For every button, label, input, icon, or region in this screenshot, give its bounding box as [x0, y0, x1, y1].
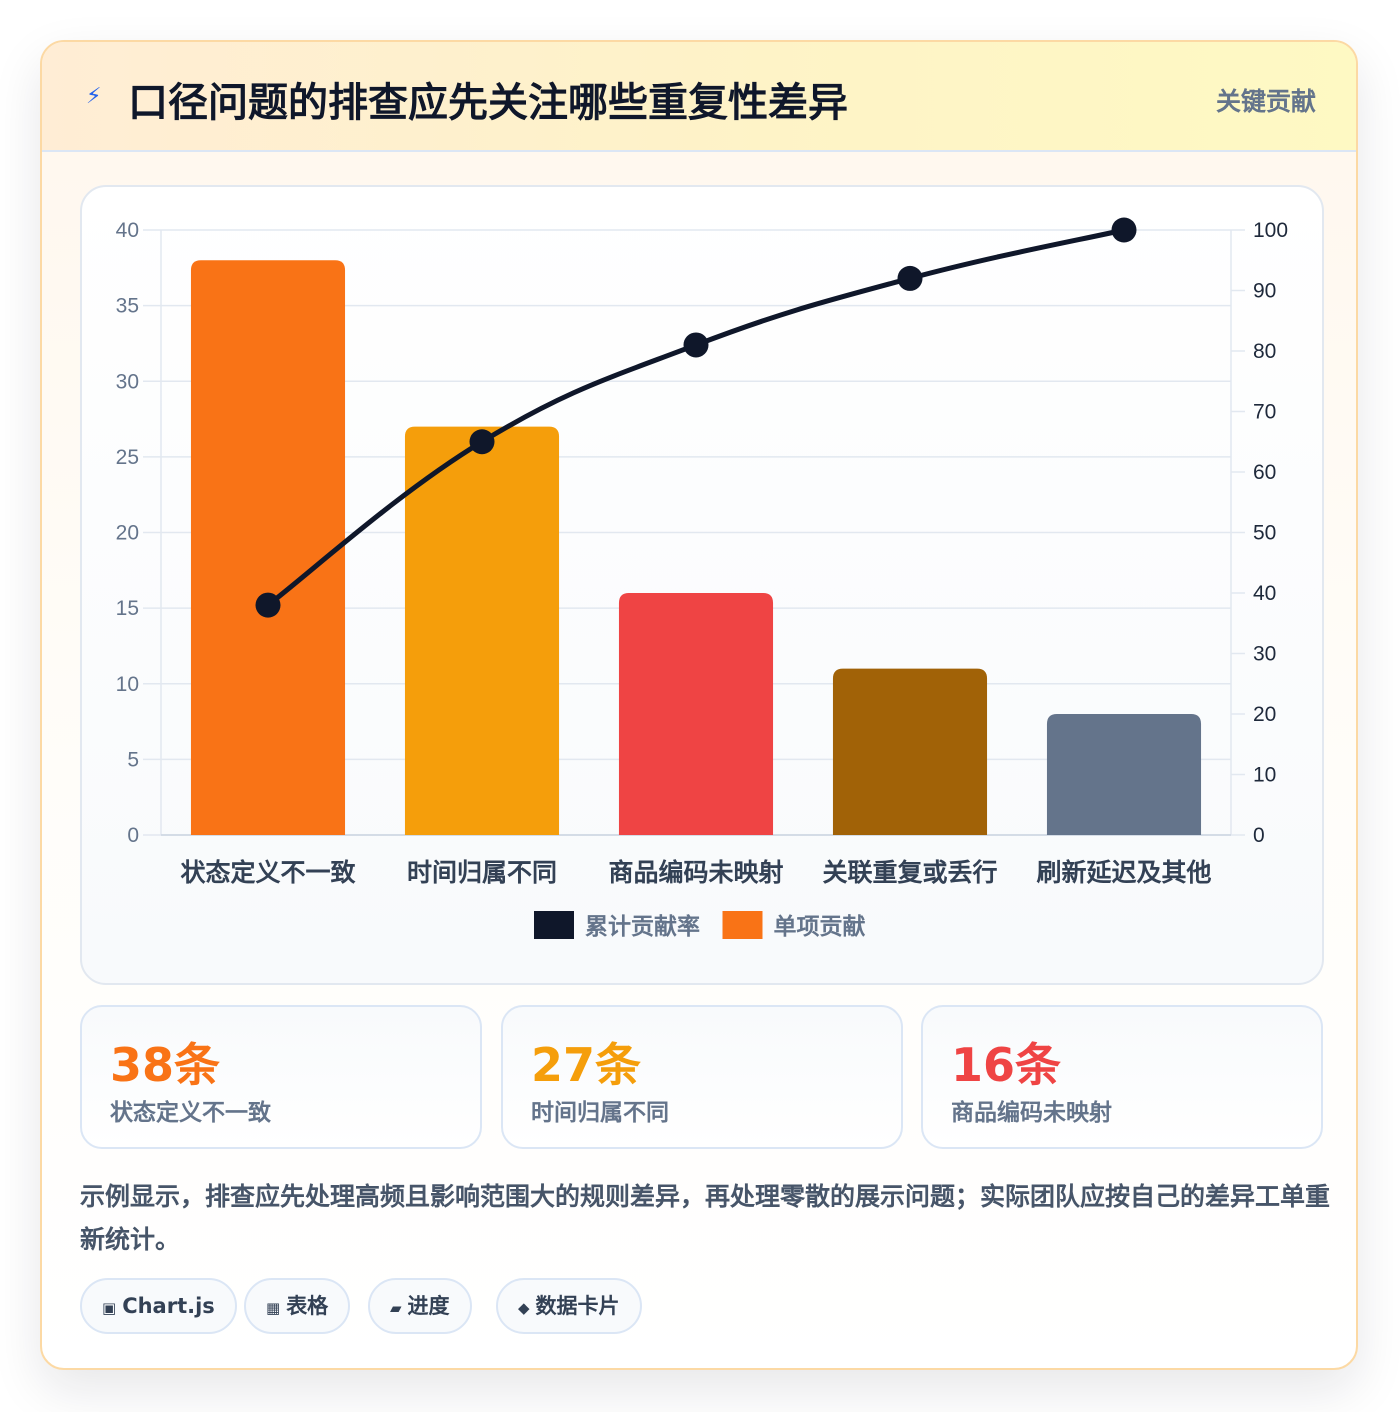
y-left-tick-label: 30: [116, 370, 139, 393]
pareto-chart: 0 5 10 15 20 25 30 35 40 0 10 20 30 40 50 60 70 80 90 100 状态…: [116, 217, 1288, 939]
pareto-chart-panel: 0 5 10 15 20 25 30 35 40 0 10 20 30 40 50 60 70 80 90 100 状态…: [80, 185, 1324, 985]
cumulative-point: [469, 429, 495, 455]
header-tag: 关键贡献: [1215, 87, 1316, 116]
table-icon: ▦: [266, 1299, 281, 1317]
stat-label: 时间归属不同: [531, 1100, 669, 1126]
x-tick-label: 商品编码未映射: [608, 858, 783, 887]
chip-label: 进度: [407, 1294, 450, 1318]
stat-card-2: 27条 时间归属不同: [501, 1005, 903, 1149]
stat-value: 16条: [951, 1038, 1062, 1092]
y-left-tick-label: 25: [116, 446, 139, 469]
y-left-tick-label: 5: [127, 748, 139, 771]
y-right-tick-label: 80: [1253, 340, 1276, 363]
bar: [404, 426, 560, 835]
y-left-tick-label: 40: [116, 219, 139, 242]
stat-label: 商品编码未映射: [951, 1100, 1112, 1126]
y-right-tick-label: 60: [1253, 461, 1276, 484]
cumulative-point: [255, 592, 281, 618]
card-header: ⚡ 口径问题的排查应先关注哪些重复性差异 关键贡献: [42, 42, 1356, 152]
description-text: 示例显示，排查应先处理高频且影响范围大的规则差异，再处理零散的展示问题；实际团队…: [80, 1182, 1331, 1254]
legend-swatch: [534, 911, 574, 939]
card-title: 口径问题的排查应先关注哪些重复性差异: [128, 80, 848, 126]
legend-label: 累计贡献率: [585, 913, 700, 939]
x-tick-label: 状态定义不一致: [180, 858, 356, 887]
cumulative-line: [266, 227, 1125, 608]
y-left-tick-label: 20: [116, 522, 139, 545]
chip-progress[interactable]: ▰ 进度: [368, 1278, 472, 1334]
bar: [1046, 714, 1202, 835]
stat-value: 38条: [110, 1038, 221, 1092]
x-tick-label: 时间归属不同: [407, 859, 557, 887]
y-left-tick-label: 10: [116, 673, 139, 696]
progress-icon: ▰: [390, 1299, 402, 1317]
chip-table[interactable]: ▦ 表格: [244, 1278, 351, 1334]
chart-icon: ▣: [102, 1299, 117, 1317]
chip-label: Chart.js: [122, 1294, 215, 1318]
x-tick-label: 关联重复或丢行: [822, 858, 997, 887]
y-right-tick-label: 20: [1253, 703, 1276, 726]
y-right-tick-label: 10: [1253, 764, 1276, 787]
legend-label: 单项贡献: [774, 913, 866, 939]
y-right-tick-label: 70: [1253, 401, 1276, 424]
stat-value: 27条: [531, 1038, 642, 1092]
y-left-tick-label: 35: [116, 295, 139, 318]
x-tick-label: 刷新延迟及其他: [1036, 858, 1211, 887]
stat-card-3: 16条 商品编码未映射: [921, 1005, 1323, 1149]
chip-label: 数据卡片: [535, 1294, 620, 1318]
report-card: ⚡ 口径问题的排查应先关注哪些重复性差异 关键贡献 0 5 10 15 20 25 30 35…: [40, 40, 1358, 1370]
y-right-tick-label: 40: [1253, 582, 1276, 605]
bar: [832, 668, 988, 835]
stat-label: 状态定义不一致: [110, 1100, 271, 1126]
chip-chartjs[interactable]: ▣ Chart.js: [80, 1278, 237, 1334]
cumulative-point: [1111, 217, 1137, 243]
chip-label: 表格: [286, 1294, 329, 1318]
cumulative-point: [683, 332, 709, 358]
bar: [618, 593, 774, 835]
stat-card-1: 38条 状态定义不一致: [80, 1005, 482, 1149]
y-right-tick-label: 50: [1253, 522, 1276, 545]
y-right-tick-label: 0: [1253, 824, 1265, 847]
bar: [190, 260, 346, 835]
data-card-icon: ◆: [518, 1299, 530, 1317]
y-right-tick-label: 100: [1253, 219, 1288, 242]
y-left-tick-label: 0: [127, 824, 139, 847]
y-right-tick-label: 90: [1253, 280, 1276, 303]
y-right-tick-label: 30: [1253, 643, 1276, 666]
lightning-icon: ⚡: [86, 84, 102, 109]
y-left-tick-label: 15: [116, 597, 139, 620]
cumulative-point: [897, 265, 923, 291]
legend-swatch: [722, 911, 763, 939]
chip-data-card[interactable]: ◆ 数据卡片: [496, 1278, 642, 1334]
